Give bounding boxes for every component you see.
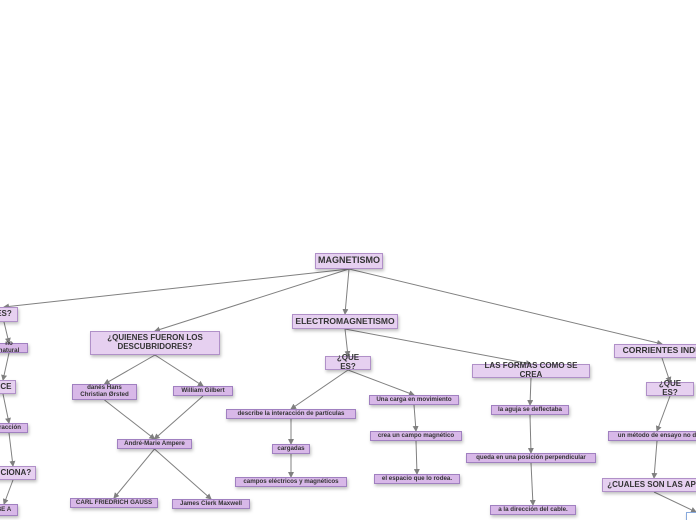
edge-root-es0: [4, 269, 349, 307]
node-carga: Una carga en movimiento: [369, 395, 459, 405]
node-label: ¿QUE ES?: [651, 380, 689, 398]
node-uce: UCE: [0, 380, 16, 394]
edge-ampere-maxwell: [155, 449, 212, 499]
node-label: describe la interacción de partículas: [238, 411, 345, 418]
node-label: ¿CUALES SON LAS APL: [607, 481, 696, 490]
node-label: ELECTROMAGNETISMO: [295, 317, 394, 326]
edge-quienes-gilbert: [155, 355, 203, 386]
edge-quees-desc: [291, 370, 348, 409]
node-label: UCE: [0, 383, 11, 392]
node-label: a la dirección del cable.: [498, 507, 567, 514]
node-label: CARL FRIEDRICH GAUSS: [76, 500, 152, 507]
edge-hans-ampere: [105, 400, 155, 439]
edge-crea-espacio: [416, 441, 417, 474]
node-label: cargadas: [277, 446, 304, 453]
node-label: el espacio que lo rodea.: [382, 476, 452, 483]
edge-formas-aguja: [530, 378, 531, 405]
node-hans: danés Hans Christian Ørsted: [72, 384, 137, 400]
node-nciona: NCIONA?: [0, 466, 36, 480]
node-quees2: ¿QUE ES?: [646, 382, 694, 396]
node-campos: campos eléctricos y magnéticos: [235, 477, 347, 487]
node-quees: ¿QUE ES?: [325, 356, 371, 370]
edge-root-corr: [349, 269, 662, 344]
edge-quees-carga: [348, 370, 414, 395]
node-label: LAS FORMAS COMO SE CREA: [477, 362, 585, 380]
node-label: William Gilbert: [181, 388, 224, 395]
node-es0: ES?: [0, 307, 18, 322]
edge-quees2-metodo: [657, 396, 670, 431]
edge-nat-uce: [3, 353, 9, 380]
node-metodo: un método de ensayo no d: [608, 431, 696, 441]
node-cargadas: cargadas: [272, 444, 310, 454]
edge-carga-crea: [414, 405, 416, 431]
node-apl: ¿CUALES SON LAS APL: [602, 478, 696, 492]
node-label: queda en una posición perpendicular: [476, 455, 586, 462]
node-electro: ELECTROMAGNETISMO: [292, 314, 398, 329]
node-root: MAGNETISMO: [315, 253, 383, 269]
node-ampere: André-Marie Ampere: [117, 439, 192, 449]
node-label: un método de ensayo no d: [618, 433, 696, 440]
node-bea: BE A: [0, 504, 18, 516]
node-crea: crea un campo magnético: [370, 431, 462, 441]
node-label: ¿QUIENES FUERON LOS DESCUBRIDORES?: [95, 334, 215, 352]
edge-electro-formas: [345, 329, 531, 364]
edge-apl-corner: [654, 492, 696, 512]
node-tracc: tracción: [0, 423, 28, 433]
node-label: campos eléctricos y magnéticos: [243, 479, 338, 486]
edge-quienes-hans: [105, 355, 156, 384]
node-direc: a la dirección del cable.: [490, 505, 576, 515]
node-corr: CORRIENTES INDU: [614, 344, 696, 358]
edge-metodo-apl: [654, 441, 657, 478]
edge-ampere-gauss: [114, 449, 155, 498]
node-perp: queda en una posición perpendicular: [466, 453, 596, 463]
edge-aguja-perp: [530, 415, 531, 453]
node-label: danés Hans Christian Ørsted: [77, 385, 132, 399]
node-espacio: el espacio que lo rodea.: [374, 474, 460, 484]
node-label: MAGNETISMO: [318, 256, 380, 266]
node-label: James Clerk Maxwell: [180, 501, 242, 508]
node-label: André-Marie Ampere: [124, 441, 185, 448]
node-gauss: CARL FRIEDRICH GAUSS: [70, 498, 158, 508]
node-quienes: ¿QUIENES FUERON LOS DESCUBRIDORES?: [90, 331, 220, 355]
node-formas: LAS FORMAS COMO SE CREA: [472, 364, 590, 378]
edge-gilbert-ampere: [155, 396, 204, 439]
node-label: BE A: [0, 507, 11, 514]
node-label: no natural: [0, 341, 23, 355]
node-label: CORRIENTES INDU: [623, 346, 696, 355]
node-label: Una carga en movimiento: [376, 397, 451, 404]
node-aguja: la aguja se deflectaba: [491, 405, 569, 415]
edge-uce-tracc: [3, 394, 9, 423]
node-maxwell: James Clerk Maxwell: [172, 499, 250, 509]
node-label: la aguja se deflectaba: [498, 407, 562, 414]
node-desc: describe la interacción de partículas: [226, 409, 356, 419]
node-nat: no natural: [0, 343, 28, 353]
node-label: tracción: [0, 425, 21, 432]
edge-tracc-nciona: [9, 433, 13, 466]
edge-electro-quees: [345, 329, 348, 356]
node-label: NCIONA?: [0, 469, 31, 478]
edge-perp-direc: [531, 463, 533, 505]
edge-nciona-bea: [4, 480, 13, 504]
diagram-canvas: MAGNETISMO ES? no natural UCE tracción NCIONA…: [0, 0, 696, 520]
node-corner: [686, 512, 696, 520]
node-gilbert: William Gilbert: [173, 386, 233, 396]
node-label: crea un campo magnético: [378, 433, 454, 440]
node-label: ES?: [0, 310, 12, 319]
edge-root-electro: [345, 269, 349, 314]
node-label: ¿QUE ES?: [330, 354, 366, 372]
